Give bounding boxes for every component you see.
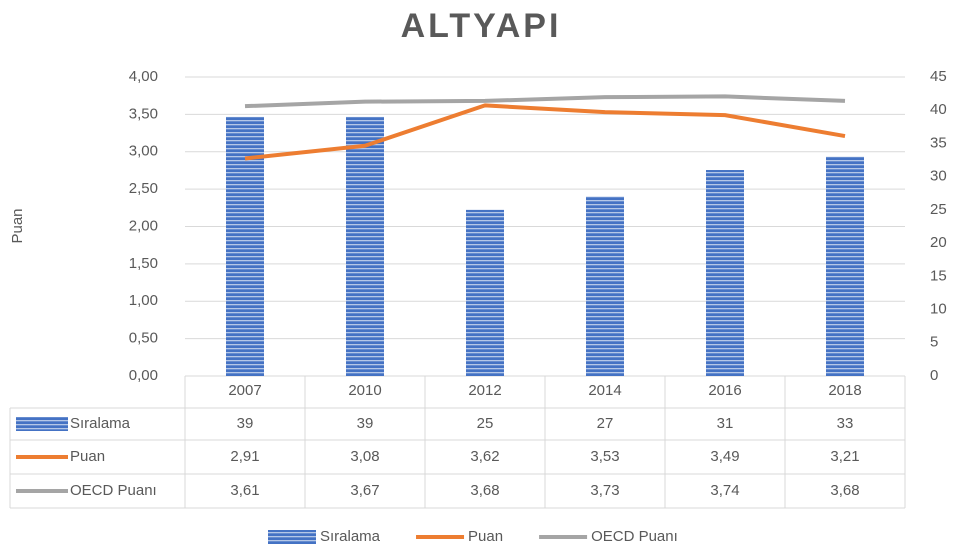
y-axis-label: Puan xyxy=(9,208,26,243)
y2-tick-label: 10 xyxy=(930,301,947,318)
table-series-name: Sıralama xyxy=(70,415,131,432)
table-value: 3,08 xyxy=(350,448,379,465)
table-value: 39 xyxy=(357,415,374,432)
legend-label: Puan xyxy=(468,528,503,545)
table-value: 25 xyxy=(477,415,494,432)
y2-tick-label: 25 xyxy=(930,201,947,218)
y-tick-label: 3,50 xyxy=(129,105,158,122)
y-tick-label: 1,00 xyxy=(129,292,158,309)
y2-tick-label: 0 xyxy=(930,367,938,384)
table-value: 3,68 xyxy=(830,482,859,499)
table-value: 39 xyxy=(237,415,254,432)
y-tick-label: 3,00 xyxy=(129,143,158,160)
bar xyxy=(466,209,504,376)
table-value: 3,53 xyxy=(590,448,619,465)
legend-label: OECD Puanı xyxy=(591,528,678,545)
legend-key xyxy=(268,530,316,544)
y2-tick-label: 15 xyxy=(930,267,947,284)
y-tick-label: 0,50 xyxy=(129,330,158,347)
bar xyxy=(826,156,864,376)
x-tick-label: 2010 xyxy=(348,382,381,399)
y-tick-label: 2,50 xyxy=(129,180,158,197)
bar xyxy=(226,116,264,376)
table-series-name: Puan xyxy=(70,448,105,465)
x-tick-label: 2007 xyxy=(228,382,261,399)
chart-title: ALTYAPI xyxy=(401,7,562,45)
table-value: 31 xyxy=(717,415,734,432)
y-tick-label: 0,00 xyxy=(129,367,158,384)
y-tick-label: 1,50 xyxy=(129,255,158,272)
line xyxy=(244,103,846,161)
x-tick-label: 2014 xyxy=(588,382,621,399)
x-tick-label: 2016 xyxy=(708,382,741,399)
y2-tick-label: 40 xyxy=(930,101,947,118)
table-value: 33 xyxy=(837,415,854,432)
line xyxy=(244,94,846,109)
table-value: 3,73 xyxy=(590,482,619,499)
y2-tick-label: 35 xyxy=(930,134,947,151)
y2-tick-label: 20 xyxy=(930,234,947,251)
x-tick-label: 2012 xyxy=(468,382,501,399)
table-value: 3,49 xyxy=(710,448,739,465)
table-value: 3,68 xyxy=(470,482,499,499)
table-series-name: OECD Puanı xyxy=(70,482,157,499)
table-value: 3,61 xyxy=(230,482,259,499)
y-tick-label: 4,00 xyxy=(129,68,158,85)
table-value: 2,91 xyxy=(230,448,259,465)
table-value: 3,62 xyxy=(470,448,499,465)
bar xyxy=(586,196,624,376)
legend-label: Sıralama xyxy=(320,528,381,545)
bar xyxy=(706,170,744,376)
table-value: 3,21 xyxy=(830,448,859,465)
x-tick-label: 2018 xyxy=(828,382,861,399)
bar xyxy=(346,116,384,376)
table-value: 3,74 xyxy=(710,482,739,499)
y2-tick-label: 5 xyxy=(930,334,938,351)
y2-tick-label: 45 xyxy=(930,68,947,85)
table-value: 3,67 xyxy=(350,482,379,499)
y-tick-label: 2,00 xyxy=(129,217,158,234)
table-value: 27 xyxy=(597,415,614,432)
legend-key xyxy=(16,417,68,431)
y2-tick-label: 30 xyxy=(930,168,947,185)
